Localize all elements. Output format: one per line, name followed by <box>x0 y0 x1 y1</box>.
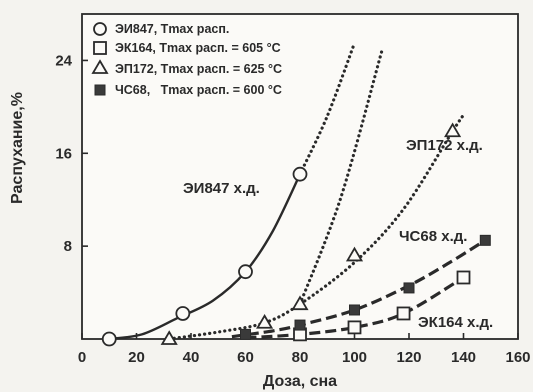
x-tick-label: 0 <box>78 349 86 366</box>
point-ep172 <box>256 313 274 329</box>
legend-marker-open-square <box>93 41 107 55</box>
y-tick-label: 8 <box>64 238 72 255</box>
x-tick-label: 160 <box>505 349 530 366</box>
point-ep172 <box>160 330 178 345</box>
x-axis-ticks: 0 20 40 60 80 100 120 140 160 <box>78 333 531 366</box>
series-markers <box>101 122 491 347</box>
x-tick-label: 100 <box>342 349 367 366</box>
curve-ei847 <box>108 173 302 341</box>
legend-label-ep172: ЭП172, Tmax расп. = 625 °C <box>115 62 282 76</box>
label-ep172: ЭП172 х.д. <box>406 137 483 154</box>
legend-label-ek164: ЭК164, Tmax расп. = 605 °C <box>115 41 281 55</box>
point-ek164 <box>396 306 411 321</box>
curve-ep172 <box>167 113 466 341</box>
x-tick-label: 80 <box>292 349 309 366</box>
legend-marker-open-triangle <box>91 59 109 74</box>
point-ek164 <box>456 270 471 285</box>
x-tick-label: 60 <box>237 349 254 366</box>
curve-extension-ei847 <box>298 41 357 176</box>
point-ep172 <box>444 122 462 138</box>
point-ei847 <box>292 166 308 182</box>
point-ei847 <box>101 331 117 347</box>
legend-item-ei847: ЭИ847, Tmax расп. <box>93 22 229 36</box>
y-tick-label: 24 <box>55 52 72 69</box>
legend-marker-open-circle <box>93 22 107 36</box>
series-curves <box>108 41 487 341</box>
x-axis-label: Доза, сна <box>263 373 337 390</box>
point-ei847 <box>238 264 253 280</box>
point-ep172 <box>291 295 309 311</box>
legend-item-ep172: ЭП172, Tmax расп. = 625 °C <box>91 59 282 76</box>
legend-label-chs68: ЧС68, Tmax расп. = 600 °C <box>115 83 282 97</box>
point-chs68 <box>240 328 251 340</box>
legend-item-ek164: ЭК164, Tmax расп. = 605 °C <box>93 41 281 55</box>
curve-chs68 <box>231 238 487 339</box>
point-chs68 <box>349 304 360 316</box>
x-tick-label: 20 <box>128 349 145 366</box>
legend-marker-filled-square <box>94 84 106 96</box>
legend: ЭИ847, Tmax расп. ЭК164, Tmax расп. = 60… <box>91 22 282 97</box>
label-ei847: ЭИ847 х.д. <box>183 180 260 197</box>
y-tick-label: 16 <box>55 145 72 162</box>
y-axis-label: Распухание,% <box>9 92 26 204</box>
point-ep172 <box>345 246 364 262</box>
point-ei847 <box>175 306 191 321</box>
series-annotations: ЭИ847 х.д. ЭП172 х.д. ЧС68 х.д. ЭК164 х.… <box>183 137 493 331</box>
label-chs68: ЧС68 х.д. <box>399 228 467 245</box>
curve-ek164 <box>245 276 465 340</box>
label-ek164: ЭК164 х.д. <box>418 314 493 331</box>
point-ek164 <box>347 320 362 335</box>
y-axis-ticks: 8 16 24 <box>55 52 88 255</box>
point-chs68 <box>479 234 491 246</box>
point-chs68 <box>403 282 415 294</box>
x-tick-label: 40 <box>183 349 200 366</box>
legend-item-chs68: ЧС68, Tmax расп. = 600 °C <box>94 83 282 97</box>
point-chs68 <box>294 319 306 331</box>
legend-label-ei847: ЭИ847, Tmax расп. <box>115 22 229 36</box>
curve-extension-ep172 <box>298 49 384 306</box>
x-tick-label: 120 <box>396 349 421 366</box>
x-tick-label: 140 <box>451 349 476 366</box>
